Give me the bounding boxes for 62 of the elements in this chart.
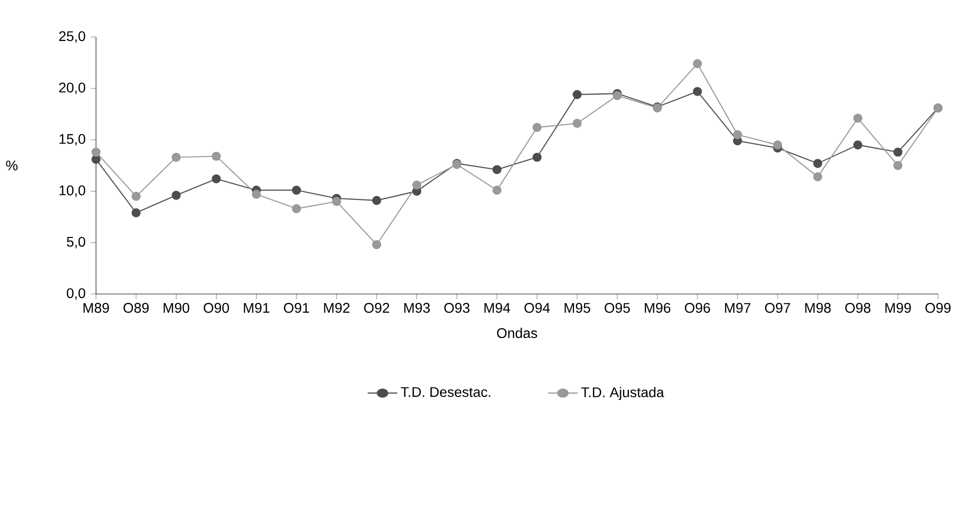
x-tick-label: M99: [885, 302, 911, 313]
point: [412, 180, 422, 190]
x-tick-label: O89: [124, 302, 149, 313]
point: [893, 148, 902, 157]
y-tick-label: 20,0: [59, 82, 86, 94]
point: [372, 240, 382, 250]
x-tick-label: O99: [925, 302, 951, 313]
x-axis-title: Ondas: [497, 328, 538, 338]
point: [572, 90, 582, 100]
point: [532, 152, 542, 162]
point: [172, 152, 181, 162]
y-tick-label: 0,0: [66, 288, 86, 300]
point: [692, 86, 702, 96]
y-tick-label: 10,0: [60, 185, 86, 197]
point: [773, 140, 782, 150]
x-tick-label: M93: [404, 302, 430, 313]
x-tick-label: O98: [845, 302, 870, 313]
point: [132, 192, 141, 201]
point: [532, 122, 542, 132]
point: [172, 190, 181, 200]
x-tick-label: M96: [644, 302, 670, 313]
point: [292, 186, 302, 195]
x-tick-label: M92: [324, 302, 350, 313]
y-axis-title: %: [6, 160, 18, 170]
x-tick-label: O95: [604, 302, 630, 313]
x-tick-label: O91: [284, 302, 310, 313]
x-tick-label: O90: [204, 302, 229, 313]
y-tick-label: 15,0: [60, 134, 86, 146]
x-tick-label: M95: [564, 302, 590, 313]
x-tick-label: O92: [364, 302, 390, 313]
y-tick-label: 5,0: [66, 236, 86, 248]
point: [853, 114, 862, 123]
y-tick-label: 25,0: [59, 31, 86, 43]
x-tick-label: M94: [484, 302, 510, 313]
point: [893, 160, 902, 170]
point: [372, 196, 382, 205]
point: [813, 158, 822, 168]
point: [732, 130, 742, 140]
x-tick-label: O96: [684, 302, 710, 313]
point: [692, 59, 702, 68]
x-tick-label: M90: [164, 302, 190, 313]
x-tick-label: O94: [524, 302, 550, 313]
point: [91, 148, 101, 157]
point: [292, 204, 302, 214]
point: [132, 208, 141, 218]
point: [212, 174, 221, 184]
point: [332, 196, 342, 206]
point: [813, 172, 822, 182]
x-tick-label: M89: [84, 302, 109, 313]
point: [492, 186, 502, 195]
x-tick-label: M91: [244, 302, 270, 313]
point: [252, 190, 261, 199]
x-tick-label: O93: [444, 302, 470, 313]
x-tick-label: M97: [725, 302, 750, 313]
point: [212, 152, 221, 161]
point: [853, 140, 862, 150]
x-tick-label: O97: [765, 302, 790, 313]
x-tick-label: M98: [805, 302, 831, 313]
legend-label: T.D. Desestac.: [400, 387, 490, 397]
point: [572, 118, 582, 128]
legend-label: T.D. Ajustada: [581, 386, 664, 400]
point: [492, 165, 502, 174]
